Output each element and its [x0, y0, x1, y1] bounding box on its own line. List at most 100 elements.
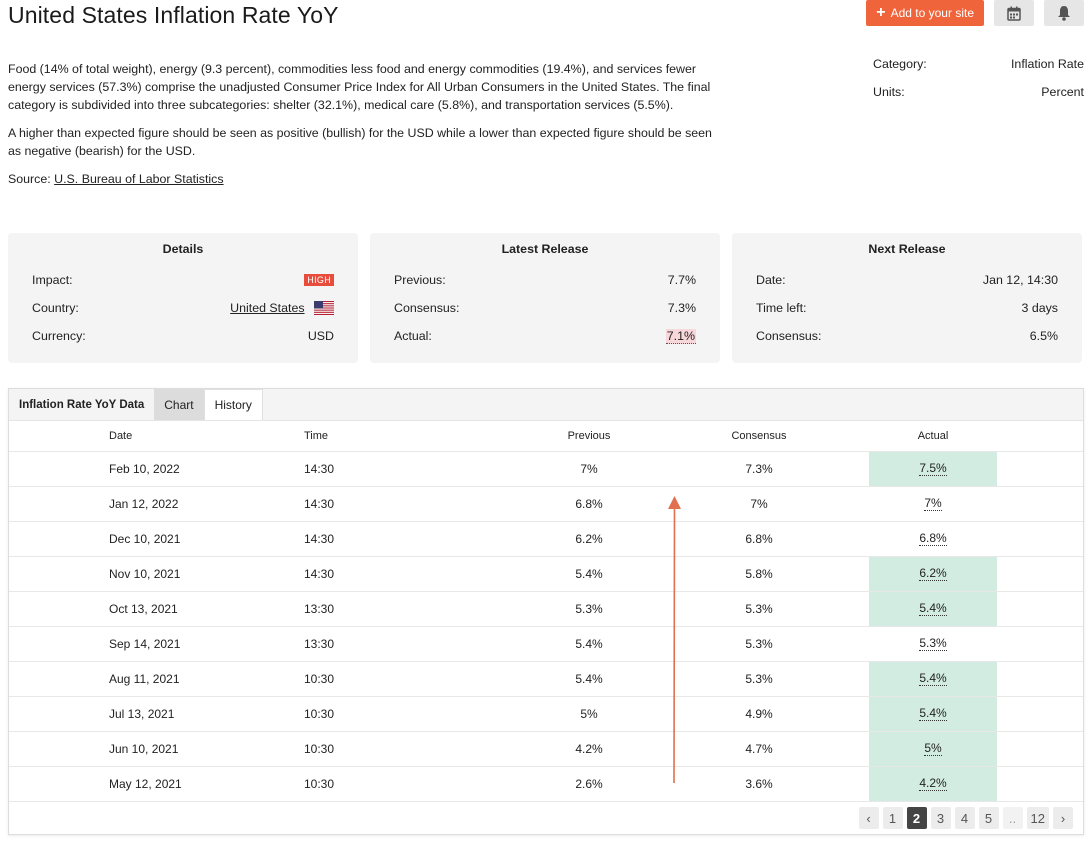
row-consensus: 5.3%	[745, 602, 773, 616]
row-consensus: 4.9%	[745, 707, 773, 721]
header-date[interactable]: Date	[109, 430, 133, 442]
row-actual: 4.2%	[869, 767, 997, 801]
row-actual: 7.5%	[869, 452, 997, 486]
row-previous: 6.2%	[575, 532, 603, 546]
row-time: 13:30	[304, 637, 335, 651]
next-release-title: Next Release	[868, 242, 946, 256]
add-to-site-button[interactable]: + Add to your site	[866, 0, 984, 26]
tab-data[interactable]: Inflation Rate YoY Data	[19, 398, 145, 411]
table-row: Jun 10, 2021 10:30 4.2% 4.7% 5%	[9, 732, 1083, 767]
row-time: 14:30	[304, 532, 335, 546]
latest-actual-value[interactable]: 7.1%	[665, 328, 696, 344]
row-consensus: 5.3%	[745, 637, 773, 651]
row-date: Jul 13, 2021	[109, 707, 175, 721]
country-label: Country:	[32, 301, 79, 315]
page-button-4[interactable]: 4	[954, 807, 975, 829]
country-row: Country: United States	[32, 294, 334, 322]
country-value-wrap: United States	[230, 301, 334, 316]
row-date: May 12, 2021	[109, 777, 182, 791]
row-actual: 5.4%	[869, 592, 997, 626]
row-previous: 5.4%	[575, 672, 603, 686]
us-flag-icon	[314, 301, 334, 316]
next-release-card: Next Release Date: Jan 12, 14:30 Time le…	[732, 233, 1082, 363]
latest-release-title: Latest Release	[501, 242, 589, 256]
source-line: Source: U.S. Bureau of Labor Statistics	[8, 170, 718, 188]
page-button-5[interactable]: 5	[978, 807, 999, 829]
table-row: Dec 10, 2021 14:30 6.2% 6.8% 6.8%	[9, 522, 1083, 557]
latest-actual-label: Actual:	[394, 329, 432, 343]
header-previous[interactable]: Previous	[567, 430, 611, 442]
row-actual: 5.3%	[869, 627, 997, 661]
header-time[interactable]: Time	[304, 430, 329, 442]
impact-label: Impact:	[32, 273, 73, 287]
row-previous: 2.6%	[575, 777, 603, 791]
row-actual-value[interactable]: 5%	[924, 741, 942, 756]
details-title: Details	[162, 242, 204, 256]
row-actual-value[interactable]: 4.2%	[919, 776, 947, 791]
indicator-description: Food (14% of total weight), energy (9.3 …	[8, 60, 718, 198]
data-tabs: Inflation Rate YoY Data Chart History	[9, 389, 1083, 421]
table-header: Date Time Previous Consensus Actual	[9, 421, 1083, 452]
page-button-2[interactable]: 2	[906, 807, 927, 829]
row-actual-value[interactable]: 6.2%	[919, 566, 947, 581]
row-actual-value[interactable]: 7%	[924, 496, 942, 511]
prev-page-button[interactable]: ‹	[858, 807, 879, 829]
details-card: Details Impact: HIGH Country: United Sta…	[8, 233, 358, 363]
table-row: Jan 12, 2022 14:30 6.8% 7% 7%	[9, 487, 1083, 522]
row-date: Jan 12, 2022	[109, 497, 179, 511]
header-actual[interactable]: Actual	[917, 430, 949, 442]
row-actual: 6.2%	[869, 557, 997, 591]
tab-chart[interactable]: Chart	[154, 389, 204, 420]
next-date-value: Jan 12, 14:30	[982, 273, 1058, 287]
row-actual: 5.4%	[869, 697, 997, 731]
row-previous: 5.4%	[575, 567, 603, 581]
next-page-button[interactable]: ›	[1053, 807, 1073, 829]
row-actual-value[interactable]: 5.4%	[919, 706, 947, 721]
tab-history[interactable]: History	[203, 389, 263, 420]
description-paragraph-usd: A higher than expected figure should be …	[8, 126, 712, 158]
latest-previous-value: 7.7%	[667, 273, 696, 287]
pagination: ‹ 1 2 3 4 5.. 12 ›	[858, 807, 1073, 829]
next-date-row: Date: Jan 12, 14:30	[756, 266, 1058, 294]
header-consensus[interactable]: Consensus	[731, 430, 787, 442]
page-button-12[interactable]: 12	[1026, 807, 1049, 829]
row-actual-value[interactable]: 5.4%	[919, 601, 947, 616]
row-actual-value[interactable]: 7.5%	[919, 461, 947, 476]
history-table: Date Time Previous Consensus Actual Feb …	[9, 421, 1083, 802]
bell-icon	[1058, 6, 1070, 21]
table-row: Jul 13, 2021 10:30 5% 4.9% 5.4%	[9, 697, 1083, 732]
units-label: Units:	[873, 85, 905, 99]
calendar-button[interactable]	[994, 0, 1034, 26]
row-previous: 5.3%	[575, 602, 603, 616]
pagination-ellipsis: ..	[1002, 807, 1023, 829]
alert-button[interactable]	[1044, 0, 1084, 26]
row-date: Sep 14, 2021	[109, 637, 181, 651]
source-link[interactable]: U.S. Bureau of Labor Statistics	[54, 172, 224, 186]
page-title: United States Inflation Rate YoY	[8, 2, 339, 28]
next-consensus-row: Consensus: 6.5%	[756, 322, 1058, 350]
country-link[interactable]: United States	[230, 300, 305, 315]
row-actual-value[interactable]: 5.4%	[919, 671, 947, 686]
calendar-icon	[1007, 6, 1021, 21]
row-actual-value[interactable]: 5.3%	[919, 636, 947, 651]
row-actual: 5%	[869, 732, 997, 766]
add-to-site-label: Add to your site	[890, 6, 974, 20]
units-row: Units: Percent	[873, 78, 1084, 106]
page-button-1[interactable]: 1	[882, 807, 903, 829]
currency-label: Currency:	[32, 329, 86, 343]
latest-consensus-value: 7.3%	[667, 301, 696, 315]
data-panel: Inflation Rate YoY Data Chart History Da…	[8, 388, 1084, 835]
page-button-3[interactable]: 3	[930, 807, 951, 829]
row-time: 13:30	[304, 602, 335, 616]
row-actual-value[interactable]: 6.8%	[919, 531, 947, 546]
latest-previous-row: Previous: 7.7%	[394, 266, 696, 294]
row-time: 10:30	[304, 707, 335, 721]
row-consensus: 3.6%	[745, 777, 773, 791]
row-consensus: 6.8%	[745, 532, 773, 546]
summary-cards: Details Impact: HIGH Country: United Sta…	[8, 233, 1082, 363]
next-timeleft-row: Time left: 3 days	[756, 294, 1058, 322]
latest-consensus-label: Consensus:	[394, 301, 460, 315]
row-previous: 5%	[580, 707, 598, 721]
table-row: Oct 13, 2021 13:30 5.3% 5.3% 5.4%	[9, 592, 1083, 627]
row-previous: 4.2%	[575, 742, 603, 756]
